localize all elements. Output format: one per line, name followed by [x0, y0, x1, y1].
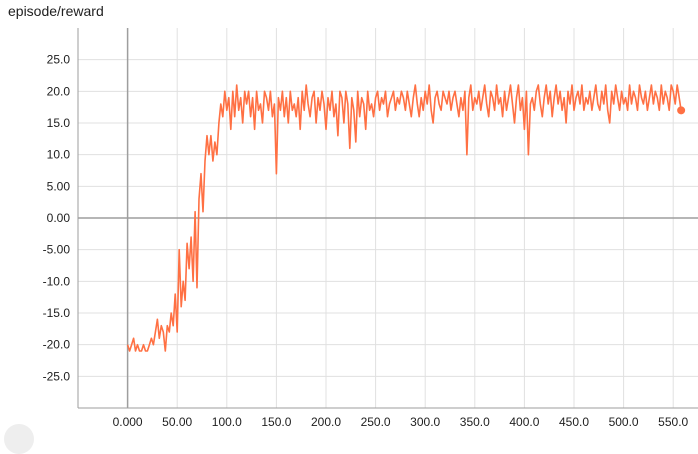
x-tick-label: 350.0: [460, 415, 490, 429]
y-tick-label: 25.0: [47, 53, 71, 67]
x-tick-label: 300.0: [410, 415, 440, 429]
y-tick-label: -5.00: [43, 243, 71, 257]
x-tick-label: 450.0: [559, 415, 589, 429]
toggle-button[interactable]: [4, 424, 34, 454]
y-tick-label: -10.0: [43, 274, 71, 288]
x-tick-label: 200.0: [311, 415, 341, 429]
tick-labels: 25.0 20.0 15.0 10.0 5.00 0.00 -5.00 -10.0 -15.0 -…: [43, 53, 689, 429]
x-tick-label: 550.0: [658, 415, 688, 429]
x-tick-label: 0.000: [113, 415, 143, 429]
x-tick-label: 400.0: [509, 415, 539, 429]
chart-title: episode/reward: [8, 3, 104, 19]
series-last-point: [677, 106, 686, 115]
series-layer: [126, 84, 686, 352]
y-tick-label: -15.0: [43, 306, 71, 320]
y-tick-label: 0.00: [47, 211, 71, 225]
axes: [77, 28, 698, 409]
series-line: [126, 84, 682, 352]
x-tick-label: 50.00: [162, 415, 192, 429]
x-tick-label: 150.0: [261, 415, 291, 429]
y-tick-label: -20.0: [43, 338, 71, 352]
x-tick-label: 250.0: [361, 415, 391, 429]
reward-chart[interactable]: 25.0 20.0 15.0 10.0 5.00 0.00 -5.00 -10.0 -15.0 -…: [0, 0, 698, 434]
x-tick-label: 500.0: [609, 415, 639, 429]
x-tick-label: 100.0: [212, 415, 242, 429]
y-tick-label: -25.0: [43, 369, 71, 383]
y-tick-label: 20.0: [47, 84, 71, 98]
y-tick-label: 10.0: [47, 148, 71, 162]
y-tick-label: 5.00: [47, 179, 71, 193]
y-tick-label: 15.0: [47, 116, 71, 130]
